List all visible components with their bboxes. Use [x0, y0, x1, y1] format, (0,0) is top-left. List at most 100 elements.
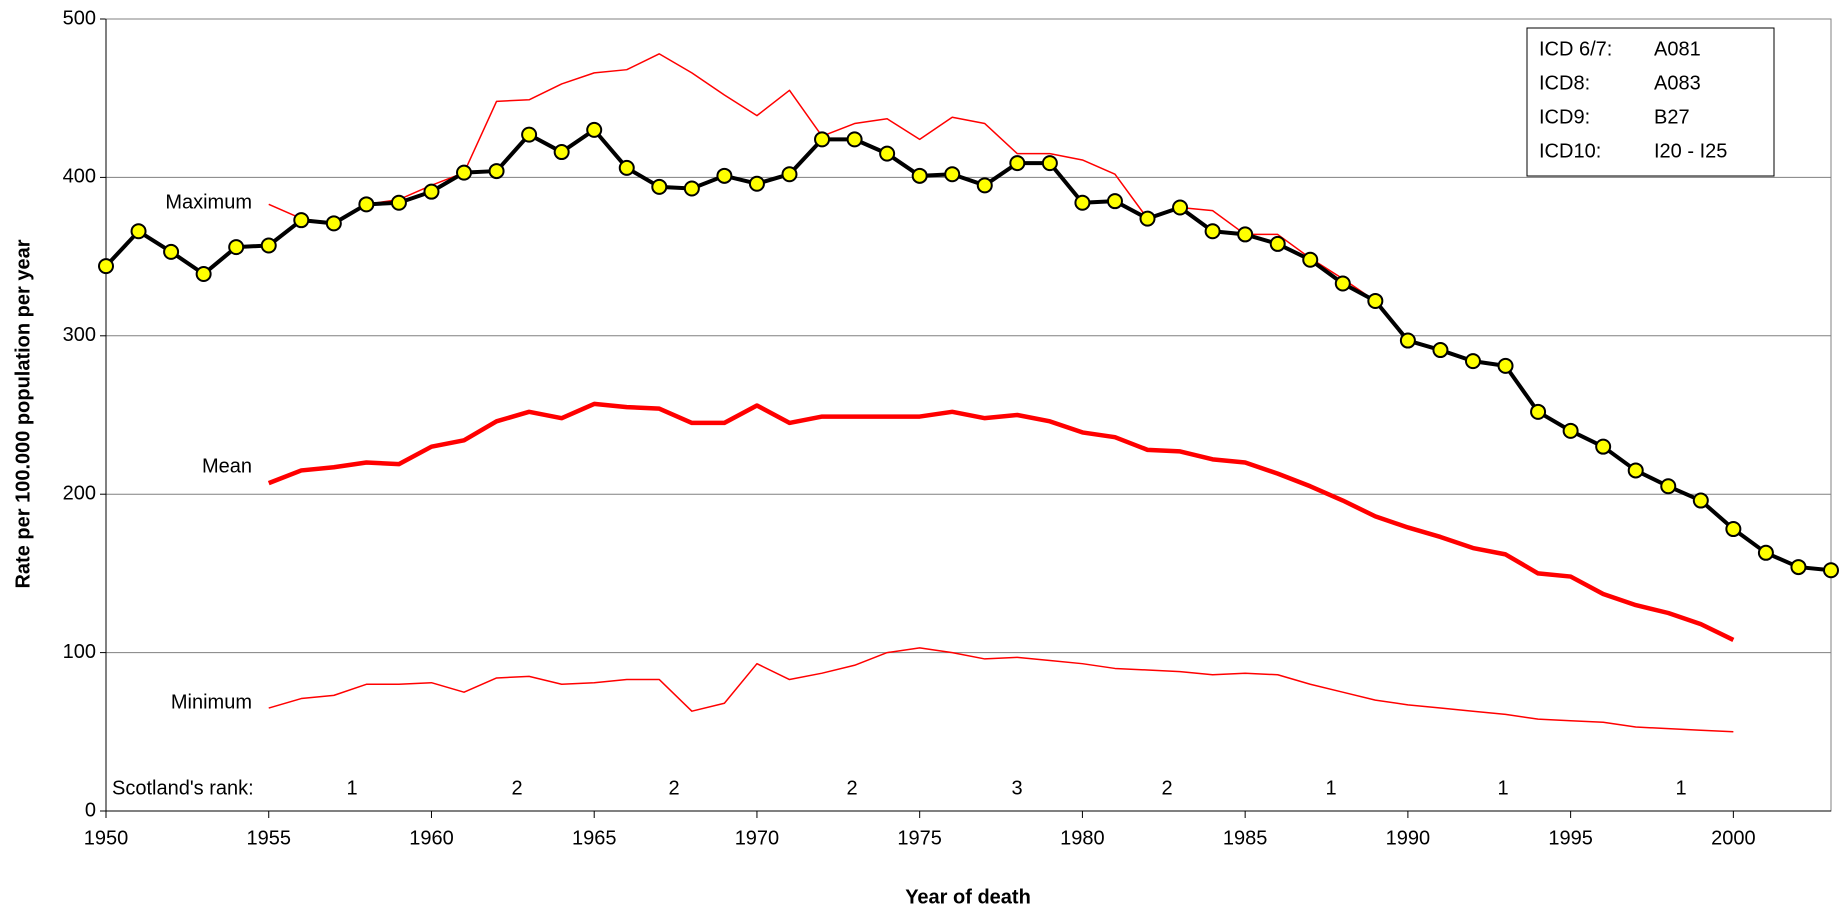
point — [944, 166, 961, 183]
point — [1530, 403, 1547, 420]
x-tick-label: 1965 — [572, 827, 617, 849]
point — [1627, 462, 1644, 479]
point — [1269, 235, 1286, 252]
point — [1074, 194, 1091, 211]
point — [1692, 492, 1709, 509]
point — [1399, 332, 1416, 349]
x-tick-label: 1950 — [84, 827, 129, 849]
point — [1334, 275, 1351, 292]
point — [163, 243, 180, 260]
point — [358, 196, 375, 213]
point — [228, 239, 245, 256]
rank-label: Scotland's rank: — [112, 777, 254, 799]
series-line — [267, 401, 1735, 642]
y-tick-label: 300 — [63, 324, 96, 346]
point — [846, 131, 863, 148]
point — [976, 177, 993, 194]
rank: 2 — [511, 777, 522, 799]
point — [488, 163, 505, 180]
point — [195, 266, 212, 283]
point — [1367, 292, 1384, 309]
point — [1106, 193, 1123, 210]
point — [1790, 559, 1807, 576]
point — [1009, 155, 1026, 172]
x-tick-label: 1985 — [1223, 827, 1268, 849]
point — [1237, 226, 1254, 243]
code-box — [1526, 27, 1775, 177]
series-line — [268, 53, 1734, 530]
rank: 2 — [846, 777, 857, 799]
point — [814, 131, 831, 148]
x-axis-label: Year of death — [905, 886, 1031, 908]
series-line — [104, 127, 1832, 573]
point — [1172, 199, 1189, 216]
rank: 2 — [668, 777, 679, 799]
x-tick-label: 1995 — [1548, 827, 1593, 849]
point — [423, 183, 440, 200]
point — [553, 144, 570, 161]
y-tick-label: 400 — [63, 166, 96, 188]
point — [1139, 210, 1156, 227]
rank: 1 — [1675, 777, 1686, 799]
code-value: I20 - I25 — [1654, 140, 1727, 162]
point — [1204, 223, 1221, 240]
rank: 1 — [346, 777, 357, 799]
y-axis-label: Rate per 100.000 population per year — [12, 239, 34, 588]
rank: 1 — [1497, 777, 1508, 799]
point — [1464, 353, 1481, 370]
point — [879, 145, 896, 162]
y-tick-label: 500 — [63, 7, 96, 29]
code-name: ICD8: — [1539, 72, 1590, 94]
x-tick-label: 1970 — [735, 827, 780, 849]
point — [390, 194, 407, 211]
point — [1823, 562, 1839, 579]
code-value: A083 — [1654, 72, 1701, 94]
point — [683, 180, 700, 197]
point — [1432, 342, 1449, 359]
point — [260, 237, 277, 254]
point — [586, 121, 603, 138]
point — [1302, 251, 1319, 268]
rank: 2 — [1161, 777, 1172, 799]
series-label: Maximum — [165, 191, 252, 213]
point — [456, 164, 473, 181]
code-value: B27 — [1654, 106, 1690, 128]
code-name: ICD 6/7: — [1539, 38, 1612, 60]
point — [521, 126, 538, 143]
x-tick-label: 1975 — [897, 827, 942, 849]
point — [1595, 438, 1612, 455]
x-tick-label: 1990 — [1386, 827, 1431, 849]
point — [1497, 357, 1514, 374]
x-tick-label: 1955 — [246, 827, 291, 849]
point — [1041, 155, 1058, 172]
point — [130, 223, 147, 240]
point — [293, 212, 310, 229]
x-tick-label: 1980 — [1060, 827, 1105, 849]
point — [651, 178, 668, 195]
series-line — [268, 647, 1734, 733]
point — [618, 159, 635, 176]
point — [325, 215, 342, 232]
code-name: ICD9: — [1539, 106, 1590, 128]
point — [98, 258, 114, 275]
y-tick-label: 0 — [85, 799, 96, 821]
point — [1757, 544, 1774, 561]
point — [781, 166, 798, 183]
x-tick-label: 1960 — [409, 827, 454, 849]
point — [1660, 478, 1677, 495]
rank: 1 — [1325, 777, 1336, 799]
x-tick-label: 2000 — [1711, 827, 1756, 849]
rank: 3 — [1011, 777, 1022, 799]
series-label: Mean — [202, 455, 252, 477]
point — [911, 167, 928, 184]
code-value: A081 — [1654, 38, 1701, 60]
point — [716, 167, 733, 184]
point — [1725, 521, 1742, 538]
y-tick-label: 100 — [63, 641, 96, 663]
point — [748, 175, 765, 192]
series-label: Minimum — [171, 691, 252, 713]
code-name: ICD10: — [1539, 140, 1601, 162]
point — [1562, 422, 1579, 439]
y-tick-label: 200 — [63, 482, 96, 504]
